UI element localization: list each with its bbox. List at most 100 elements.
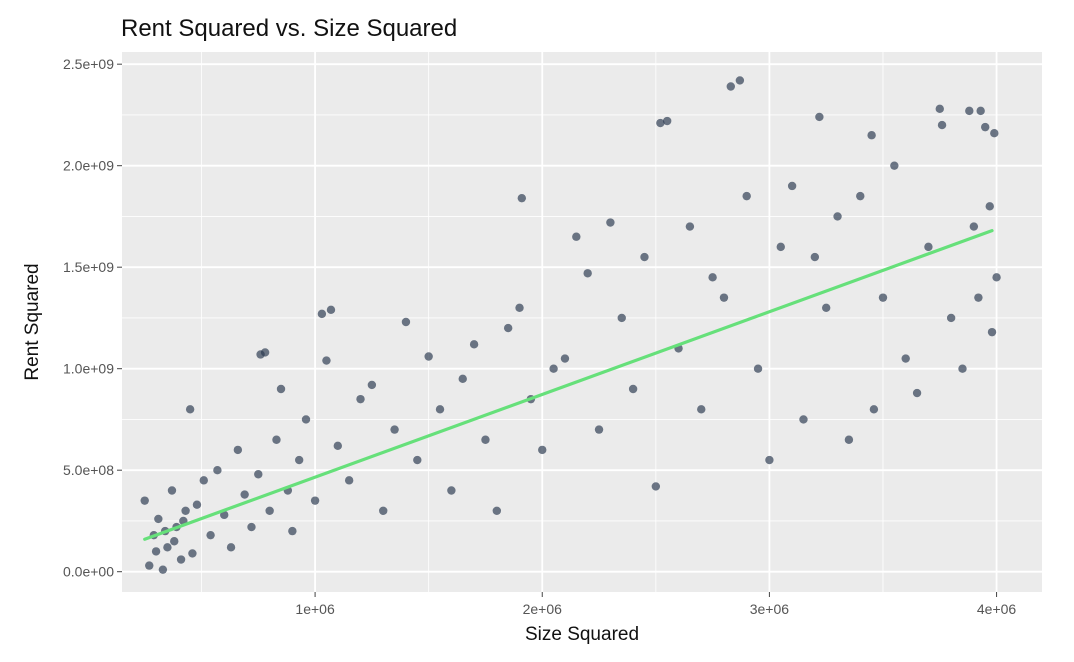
- data-point: [617, 313, 626, 323]
- data-point: [185, 405, 195, 414]
- data-point: [810, 252, 820, 262]
- data-point: [276, 384, 286, 394]
- data-point: [606, 218, 615, 227]
- data-point: [990, 129, 999, 138]
- data-point: [310, 496, 320, 505]
- data-point: [301, 415, 311, 424]
- data-point: [735, 76, 745, 85]
- data-point: [685, 222, 695, 231]
- data-point: [867, 131, 876, 140]
- data-point: [176, 555, 186, 564]
- data-point: [317, 309, 327, 319]
- data-point: [192, 500, 202, 509]
- data-point: [753, 364, 763, 373]
- data-point: [481, 435, 490, 444]
- data-point: [924, 242, 933, 252]
- data-point: [163, 543, 172, 552]
- data-point: [151, 547, 161, 556]
- data-point: [413, 455, 422, 465]
- data-point: [515, 303, 524, 312]
- data-point: [181, 506, 190, 515]
- data-point: [379, 506, 388, 515]
- data-point: [549, 364, 558, 373]
- data-point: [140, 496, 149, 505]
- data-point: [356, 394, 365, 404]
- data-point: [965, 106, 974, 116]
- grid-major: [122, 52, 1042, 592]
- data-point: [594, 425, 604, 434]
- data-point: [447, 486, 456, 495]
- x-tick-label: 4e+06: [977, 601, 1017, 617]
- grid-minor: [122, 52, 1042, 592]
- data-point: [640, 252, 649, 262]
- data-point: [333, 441, 343, 451]
- data-point: [708, 273, 717, 282]
- data-point: [256, 350, 265, 359]
- data-point: [272, 435, 281, 444]
- data-point: [742, 191, 751, 201]
- data-point: [240, 490, 249, 499]
- data-point: [188, 549, 197, 558]
- data-point: [937, 120, 947, 130]
- y-axis-title: Rent Squared: [22, 263, 43, 380]
- data-point: [158, 565, 168, 574]
- y-tick-label: 2.5e+09: [63, 56, 114, 72]
- data-point: [776, 242, 785, 252]
- x-tick-label: 2e+06: [523, 601, 563, 617]
- data-point: [697, 405, 706, 414]
- fit-line: [143, 229, 994, 541]
- plot-panel: [122, 52, 1042, 592]
- data-point: [958, 364, 967, 373]
- data-point: [878, 293, 888, 302]
- data-point: [247, 522, 256, 532]
- data-point: [199, 476, 208, 485]
- data-point: [170, 537, 179, 546]
- data-point: [154, 514, 163, 524]
- fit-line-group: [143, 229, 994, 541]
- data-point: [424, 352, 433, 361]
- data-point: [254, 470, 263, 479]
- data-point: [583, 269, 592, 278]
- data-point: [226, 543, 236, 552]
- data-point: [976, 106, 985, 116]
- data-point: [787, 181, 797, 191]
- data-point: [844, 435, 854, 444]
- data-point: [992, 273, 1001, 282]
- data-point: [985, 202, 994, 211]
- data-point: [206, 530, 215, 540]
- y-tick-label: 1.0e+09: [63, 361, 114, 377]
- data-point: [288, 526, 297, 536]
- data-point: [815, 112, 824, 122]
- data-point: [974, 293, 983, 302]
- data-point: [856, 191, 865, 201]
- data-point: [935, 104, 944, 114]
- data-point: [469, 340, 479, 349]
- y-tick-label: 1.5e+09: [63, 259, 114, 275]
- data-point: [656, 118, 665, 128]
- data-point: [167, 486, 177, 495]
- data-point: [969, 222, 979, 231]
- data-point: [294, 455, 304, 465]
- data-point: [367, 380, 377, 390]
- data-point: [901, 354, 910, 363]
- data-point: [765, 455, 774, 465]
- data-point: [326, 305, 336, 315]
- data-point: [265, 506, 274, 515]
- data-point: [145, 561, 154, 570]
- data-point: [651, 482, 661, 491]
- data-point: [401, 317, 411, 327]
- data-point: [390, 425, 399, 434]
- data-point: [821, 303, 831, 312]
- y-tick-label: 2.0e+09: [63, 158, 114, 174]
- data-point: [799, 415, 808, 424]
- data-point: [538, 445, 547, 455]
- x-axis-title: Size Squared: [525, 624, 639, 645]
- chart-title: Rent Squared vs. Size Squared: [121, 15, 457, 42]
- data-point: [628, 384, 638, 394]
- data-point: [572, 232, 581, 241]
- data-point: [560, 354, 570, 363]
- y-tick-label: 5.0e+08: [63, 462, 114, 478]
- data-point: [833, 212, 842, 221]
